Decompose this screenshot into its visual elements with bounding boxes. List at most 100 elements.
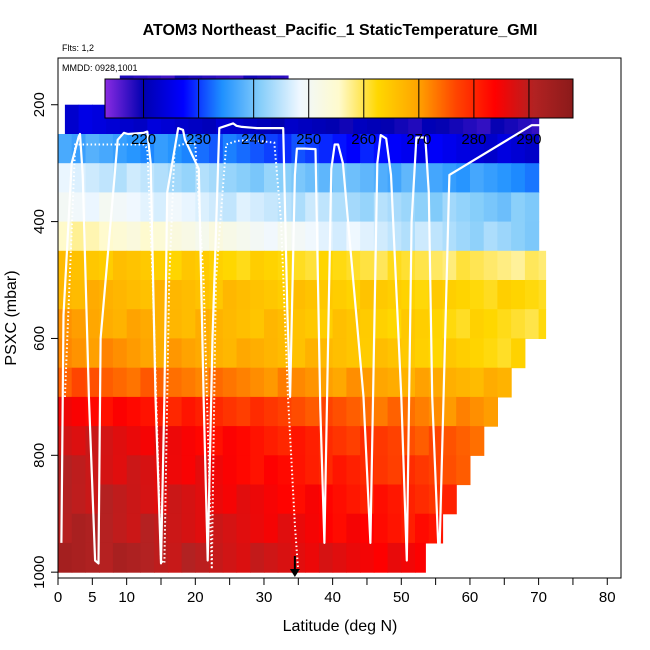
y-axis-label: PSXC (mbar) bbox=[3, 270, 20, 365]
flight-tracks bbox=[60, 122, 542, 573]
heatmap-cell bbox=[126, 280, 141, 310]
heatmap-cell bbox=[387, 513, 402, 544]
y-tick-label: 400 bbox=[31, 209, 48, 234]
heatmap-cell bbox=[373, 455, 389, 486]
heatmap-cell bbox=[250, 542, 265, 573]
heatmap-cell bbox=[236, 309, 251, 339]
heatmap-cell bbox=[85, 280, 100, 310]
x-tick-label: 30 bbox=[256, 589, 273, 606]
heatmap-cell bbox=[112, 484, 128, 515]
heatmap-cell bbox=[332, 396, 347, 427]
heatmap-cell bbox=[181, 221, 196, 252]
flights-label: Flts: 1,2 bbox=[62, 43, 94, 53]
heatmap-cell bbox=[401, 221, 416, 252]
heatmap-cell bbox=[346, 192, 361, 223]
heatmap-cell bbox=[291, 542, 306, 573]
heatmap-cell bbox=[305, 309, 320, 339]
heatmap-cell bbox=[99, 134, 114, 164]
heatmap-cell bbox=[332, 192, 347, 223]
heatmap-cell bbox=[222, 513, 238, 544]
heatmap-cell bbox=[250, 280, 265, 310]
heatmap-cell bbox=[470, 426, 485, 456]
heatmap-cell bbox=[483, 250, 498, 281]
colorbar-tick-label: 290 bbox=[516, 131, 541, 148]
heatmap-cell bbox=[222, 134, 238, 164]
heatmap-cell bbox=[99, 484, 114, 515]
heatmap-cell bbox=[71, 396, 86, 427]
heatmap-cell bbox=[71, 513, 86, 544]
heatmap-cell bbox=[126, 192, 141, 223]
heatmap-cell bbox=[250, 192, 265, 223]
heatmap-cell bbox=[332, 309, 347, 339]
heatmap-cell bbox=[497, 192, 512, 223]
heatmap-cell bbox=[264, 309, 279, 339]
heatmap-cell bbox=[250, 513, 265, 544]
x-tick-label: 5 bbox=[88, 589, 96, 606]
heatmap-cell bbox=[428, 250, 444, 281]
heatmap-cell bbox=[167, 338, 183, 369]
heatmap-cell bbox=[497, 250, 512, 281]
heatmap-cell bbox=[140, 280, 155, 310]
heatmap-cell bbox=[401, 280, 416, 310]
heatmap-cell bbox=[318, 367, 334, 398]
heatmap-cell bbox=[291, 484, 306, 515]
heatmap-cell bbox=[401, 250, 416, 281]
heatmap-cell bbox=[360, 192, 375, 223]
heatmap-cell bbox=[346, 513, 361, 544]
heatmap-cell bbox=[154, 221, 169, 252]
colorbar-gradient bbox=[104, 78, 574, 119]
heatmap-cell bbox=[291, 455, 306, 486]
heatmap-cell bbox=[442, 426, 457, 456]
heatmap-cell bbox=[373, 367, 389, 398]
heatmap-cell bbox=[222, 484, 238, 515]
colorbar-tick-label: 280 bbox=[461, 131, 486, 148]
x-tick-label: 10 bbox=[118, 589, 135, 606]
heatmap-cell bbox=[277, 455, 292, 486]
heatmap-cell bbox=[58, 309, 73, 339]
heatmap-cell bbox=[332, 221, 347, 252]
heatmap-cell bbox=[387, 542, 402, 573]
heatmap-cell bbox=[195, 221, 210, 252]
heatmap-cell bbox=[140, 484, 155, 515]
heatmap-cell bbox=[318, 338, 334, 369]
heatmap-cell bbox=[442, 367, 457, 398]
heatmap-cell bbox=[470, 309, 485, 339]
heatmap-cell bbox=[305, 367, 320, 398]
heatmap-cell bbox=[511, 309, 526, 339]
heatmap-cell bbox=[415, 221, 430, 252]
heatmap-cell bbox=[167, 250, 183, 281]
heatmap-cell bbox=[332, 426, 347, 456]
heatmap-cell bbox=[360, 134, 375, 164]
heatmap-cell bbox=[85, 542, 100, 573]
heatmap-cell bbox=[58, 426, 73, 456]
chart-title: ATOM3 Northeast_Pacific_1 StaticTemperat… bbox=[143, 22, 538, 39]
heatmap-cell bbox=[470, 280, 485, 310]
heatmap-cell bbox=[140, 542, 155, 573]
heatmap-cell bbox=[167, 484, 183, 515]
heatmap-cell bbox=[332, 542, 347, 573]
heatmap-cell bbox=[483, 280, 498, 310]
heatmap-cell bbox=[167, 221, 183, 252]
heatmap-cell bbox=[167, 280, 183, 310]
heatmap-cell bbox=[264, 163, 279, 193]
heatmap-cell bbox=[209, 455, 224, 486]
heatmap-cell bbox=[428, 134, 444, 164]
heatmap-cell bbox=[209, 513, 224, 544]
heatmap-cell bbox=[264, 338, 279, 369]
heatmap-cell bbox=[373, 280, 389, 310]
heatmap-cell bbox=[58, 134, 73, 164]
heatmap-cell bbox=[531, 104, 540, 135]
heatmap-cell bbox=[195, 455, 210, 486]
heatmap-cell bbox=[126, 163, 141, 193]
colorbar-tick-label: 230 bbox=[186, 131, 211, 148]
heatmap-cell bbox=[387, 426, 402, 456]
heatmap-cell bbox=[167, 396, 183, 427]
heatmap-cell bbox=[415, 367, 430, 398]
heatmap-cell bbox=[99, 280, 114, 310]
heatmap-cell bbox=[209, 250, 224, 281]
x-axis: 0 5 10 20 30 40 50 60 70 80 bbox=[54, 577, 621, 606]
heatmap-cell bbox=[154, 134, 169, 164]
heatmap-cell bbox=[470, 163, 485, 193]
heatmap-cell bbox=[112, 396, 128, 427]
heatmap-cell bbox=[442, 455, 457, 486]
